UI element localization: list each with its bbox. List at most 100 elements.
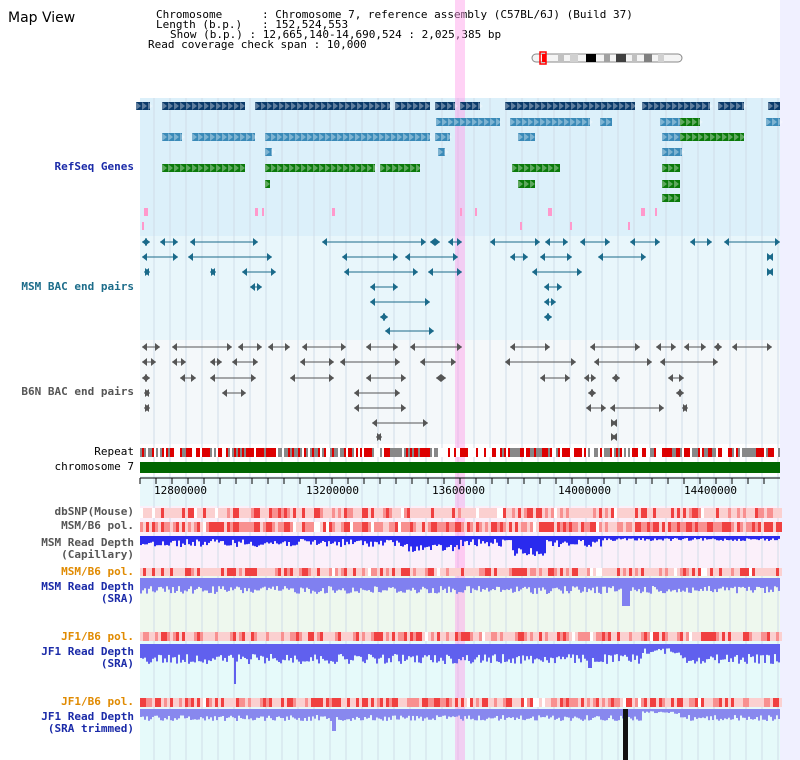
polymorphism-mark bbox=[161, 522, 164, 532]
repeat-mark bbox=[512, 448, 514, 457]
track-label-dbsnp[interactable]: dbSNP(Mouse) bbox=[54, 505, 134, 518]
bac-end-icon bbox=[395, 358, 400, 366]
read-depth-bar bbox=[380, 578, 382, 593]
polymorphism-mark bbox=[440, 522, 443, 532]
track-label-msm-b6-pol-1[interactable]: MSM/B6 pol. bbox=[61, 519, 134, 532]
polymorphism-mark bbox=[245, 508, 248, 518]
repeat-mark bbox=[746, 448, 748, 457]
read-depth-bar bbox=[384, 709, 386, 717]
read-depth-bar bbox=[534, 536, 536, 556]
gene-arrow-icon bbox=[728, 133, 733, 141]
track-label-refseq[interactable]: RefSeq Genes bbox=[54, 160, 134, 173]
read-depth-bar bbox=[358, 536, 360, 541]
read-depth-bar bbox=[178, 578, 180, 587]
gene-arrow-icon bbox=[267, 102, 272, 110]
polymorphism-mark bbox=[248, 632, 251, 641]
read-depth-bar bbox=[164, 709, 166, 719]
polymorphism-mark bbox=[734, 508, 737, 518]
read-depth-bar bbox=[250, 578, 252, 592]
read-depth-bar bbox=[702, 644, 704, 662]
track-label-msm-bac[interactable]: MSM BAC end pairs bbox=[21, 280, 134, 293]
polymorphism-mark bbox=[578, 522, 581, 532]
polymorphism-mark bbox=[581, 522, 584, 532]
repeat-mark bbox=[550, 448, 552, 457]
polymorphism-mark bbox=[596, 698, 599, 707]
gene-arrow-icon bbox=[528, 118, 533, 126]
polymorphism-mark bbox=[353, 508, 356, 518]
polymorphism-mark bbox=[371, 698, 374, 707]
read-depth-bar bbox=[560, 578, 562, 591]
gene-arrow-icon bbox=[441, 133, 446, 141]
read-depth-bar bbox=[696, 536, 698, 540]
track-label-jf1-depth-trim-1[interactable]: JF1 Read Depth bbox=[41, 710, 134, 723]
repeat-mark bbox=[378, 448, 380, 457]
repeat-mark bbox=[308, 448, 310, 457]
read-depth-bar bbox=[464, 536, 466, 542]
polymorphism-mark bbox=[596, 522, 599, 532]
polymorphism-mark bbox=[401, 698, 404, 707]
read-depth-bar bbox=[460, 709, 462, 720]
polymorphism-mark bbox=[608, 568, 611, 576]
repeat-mark bbox=[366, 448, 368, 457]
bac-end-icon bbox=[211, 268, 216, 276]
polymorphism-mark bbox=[311, 632, 314, 641]
polymorphism-mark bbox=[671, 698, 674, 707]
polymorphism-mark bbox=[278, 568, 281, 576]
polymorphism-mark bbox=[551, 632, 554, 641]
read-depth-bar bbox=[682, 536, 684, 540]
repeat-mark bbox=[196, 448, 198, 457]
polymorphism-mark bbox=[626, 632, 629, 641]
polymorphism-mark bbox=[779, 508, 782, 518]
gene-arrow-icon bbox=[698, 118, 703, 126]
read-depth-bar bbox=[588, 578, 590, 589]
read-depth-bar bbox=[670, 644, 672, 652]
track-label-msm-b6-pol-2[interactable]: MSM/B6 pol. bbox=[61, 565, 134, 578]
track-label-repeat[interactable]: Repeat bbox=[94, 445, 134, 458]
track-label-b6n-bac[interactable]: B6N BAC end pairs bbox=[21, 385, 134, 398]
track-label-jf1-b6-pol-2[interactable]: JF1/B6 pol. bbox=[61, 695, 134, 708]
read-depth-bar bbox=[736, 536, 738, 541]
read-depth-bar bbox=[630, 578, 632, 591]
read-depth-bar bbox=[350, 536, 352, 540]
polymorphism-mark bbox=[599, 522, 602, 532]
repeat-mark bbox=[394, 448, 396, 457]
read-depth-bar bbox=[238, 578, 240, 588]
read-depth-bar bbox=[380, 536, 382, 541]
gene-arrow-icon bbox=[337, 133, 342, 141]
read-depth-bar bbox=[282, 578, 284, 590]
read-depth-bar bbox=[494, 578, 496, 591]
bac-end-icon bbox=[448, 238, 453, 246]
repeat-mark bbox=[738, 448, 740, 457]
track-label-jf1-depth-sra-1[interactable]: JF1 Read Depth bbox=[41, 645, 134, 658]
track-label-jf1-b6-pol-1[interactable]: JF1/B6 pol. bbox=[61, 630, 134, 643]
polymorphism-mark bbox=[386, 568, 389, 576]
repeat-mark bbox=[430, 448, 432, 457]
bac-end-icon bbox=[563, 238, 568, 246]
read-depth-bar bbox=[410, 536, 412, 547]
polymorphism-mark bbox=[284, 522, 287, 532]
polymorphism-mark bbox=[737, 522, 740, 532]
track-label-chromosome[interactable]: chromosome 7 bbox=[54, 460, 134, 473]
polymorphism-mark bbox=[572, 508, 575, 518]
polymorphism-mark bbox=[350, 632, 353, 641]
bac-end-icon bbox=[590, 343, 595, 351]
repeat-mark bbox=[400, 448, 402, 457]
polymorphism-mark bbox=[215, 698, 218, 707]
track-label-msm-depth-sra-1[interactable]: MSM Read Depth bbox=[41, 580, 134, 593]
polymorphism-mark bbox=[179, 522, 182, 532]
polymorphism-mark bbox=[701, 568, 704, 576]
read-depth-bar bbox=[338, 578, 340, 590]
track-label-msm-depth-cap-1[interactable]: MSM Read Depth bbox=[41, 536, 134, 549]
read-depth-bar bbox=[388, 709, 390, 718]
polymorphism-mark bbox=[455, 632, 458, 641]
polymorphism-mark bbox=[173, 522, 176, 532]
bac-end-icon bbox=[557, 283, 562, 291]
polymorphism-mark bbox=[383, 522, 386, 532]
read-depth-bar bbox=[474, 536, 476, 545]
polymorphism-mark bbox=[719, 632, 722, 641]
chromosome-ideogram-icon[interactable] bbox=[530, 51, 685, 65]
bac-end-icon bbox=[591, 374, 596, 382]
polymorphism-mark bbox=[461, 522, 464, 532]
repeat-mark bbox=[208, 448, 210, 457]
